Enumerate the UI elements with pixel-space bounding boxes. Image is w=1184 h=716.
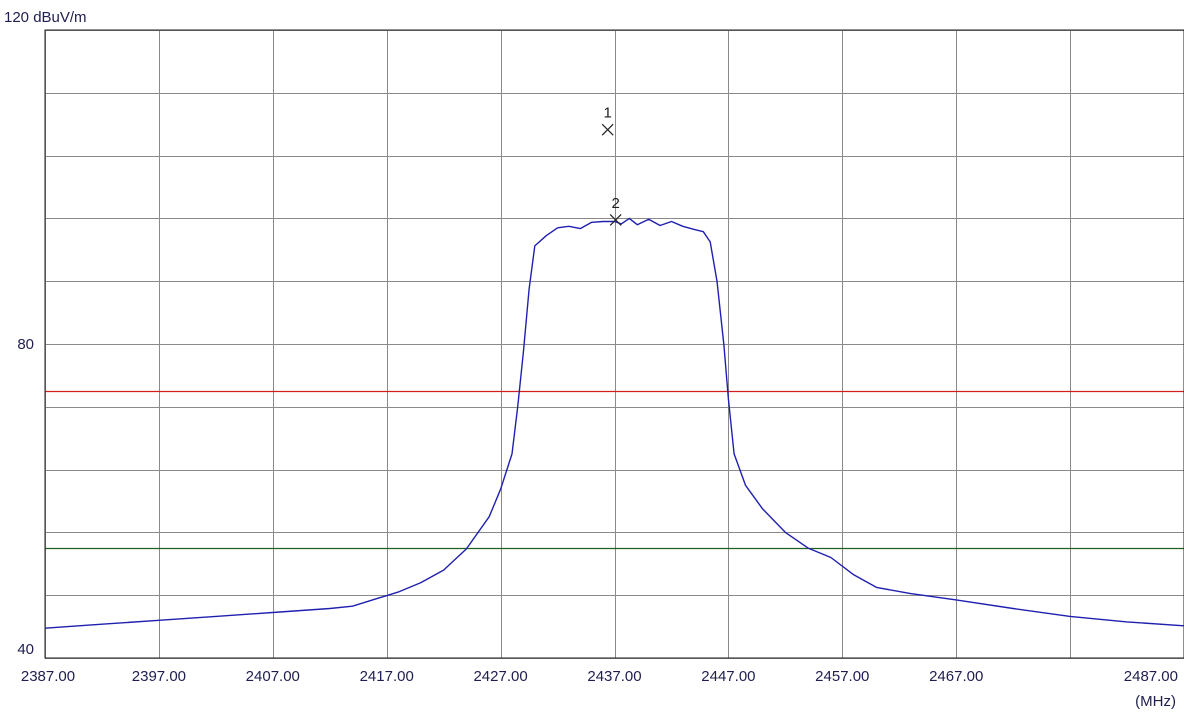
- y-tick-label-0: 40: [17, 641, 34, 658]
- y-tick-labels: 40 80: [17, 336, 34, 658]
- plot-frame: [44, 29, 1184, 659]
- x-tick-label-0: 2387.00: [21, 668, 75, 685]
- x-tick-label-5: 2437.00: [587, 668, 641, 685]
- markers-group: 12: [601, 105, 622, 226]
- y-tick-label-5: 80: [17, 336, 34, 353]
- marker-1-label: 1: [603, 105, 611, 122]
- x-tick-label-2: 2407.00: [246, 668, 300, 685]
- x-tick-label-8: 2467.00: [929, 668, 983, 685]
- marker-1-cross: [601, 123, 614, 136]
- grid: [45, 30, 1184, 659]
- y-unit-label: 120 dBuV/m: [4, 9, 87, 26]
- marker-2-cross: [609, 214, 622, 226]
- x-tick-labels: 2387.00 2397.00 2407.00 2417.00 2427.00 2437.…: [21, 668, 1178, 685]
- x-tick-label-1: 2397.00: [132, 668, 186, 685]
- x-tick-label-7: 2457.00: [815, 668, 869, 685]
- marker-2-label: 2: [611, 195, 619, 212]
- series-line-1: [44, 217, 1184, 629]
- x-tick-label-10: 2487.00: [1124, 668, 1178, 685]
- x-tick-label-6: 2447.00: [701, 668, 755, 685]
- x-tick-label-3: 2417.00: [360, 668, 414, 685]
- series-group: [44, 217, 1184, 629]
- limit-lines: [45, 390, 1184, 550]
- x-tick-label-4: 2427.00: [473, 668, 527, 685]
- x-unit-label: (MHz): [1135, 693, 1176, 710]
